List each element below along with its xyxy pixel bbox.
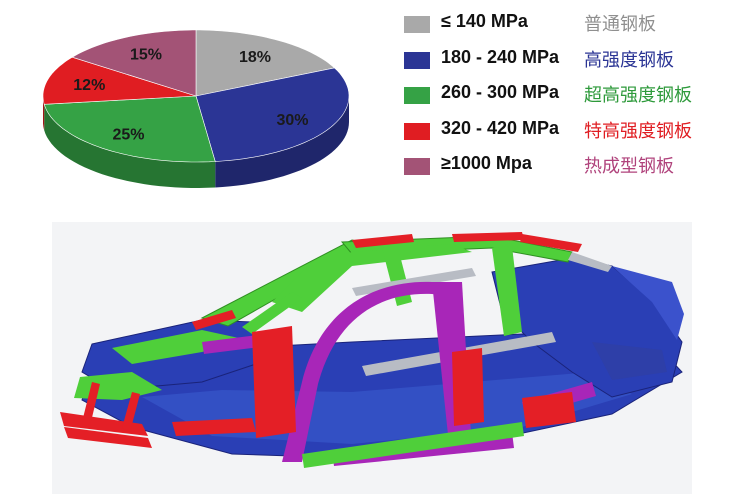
car-front-bumper <box>60 382 152 448</box>
car-roof-rails <box>192 232 582 330</box>
legend: ≤ 140 MPa 普通钢板 180 - 240 MPa 高强度钢板 260 - 300… <box>404 8 734 186</box>
legend-range: 260 - 300 MPa <box>441 82 560 102</box>
pie-slice <box>195 67 350 162</box>
car-side-sill <box>302 422 524 468</box>
pie-data-label: 30% <box>276 112 308 129</box>
car-body-svg <box>60 232 684 468</box>
car-body-illustration <box>52 222 692 494</box>
legend-swatch <box>404 158 430 175</box>
legend-swatch <box>404 87 430 104</box>
pie-data-label: 15% <box>130 47 162 64</box>
legend-item: 320 - 420 MPa 特高强度钢板 <box>404 115 734 151</box>
pie-data-label: 18% <box>239 49 271 66</box>
pie-sides <box>43 96 349 188</box>
pie-slice-side <box>44 104 216 188</box>
pie-slice <box>43 95 216 163</box>
pie-data-label: 12% <box>73 77 105 94</box>
pie-slice-side <box>215 96 349 188</box>
legend-range: ≥1000 Mpa <box>441 153 532 173</box>
legend-name: 特高强度钢板 <box>584 120 692 142</box>
legend-name: 热成型钢板 <box>584 156 674 177</box>
legend-swatch <box>404 16 430 33</box>
pie-chart: 18% 30% 25% 12% 15% <box>0 0 380 210</box>
legend-item: 180 - 240 MPa 高强度钢板 <box>404 44 734 80</box>
legend-range: ≤ 140 MPa <box>441 11 528 31</box>
car-rear-section <box>491 257 684 398</box>
pie-slice <box>195 29 336 97</box>
legend-name: 高强度钢板 <box>584 49 674 71</box>
car-front-section <box>74 319 263 400</box>
pie-data-label: 25% <box>112 127 144 144</box>
pie-slice-side <box>43 96 45 131</box>
legend-range: 320 - 420 MPa <box>441 117 560 138</box>
legend-item: 260 - 300 MPa 超高强度钢板 <box>404 79 734 115</box>
legend-swatch <box>404 122 430 140</box>
legend-swatch <box>404 51 430 69</box>
pie-slice <box>42 56 197 105</box>
legend-range: 180 - 240 MPa <box>441 46 560 67</box>
legend-item: ≥1000 Mpa 热成型钢板 <box>404 150 734 186</box>
pie-slice <box>71 29 197 97</box>
legend-name: 超高强度钢板 <box>584 85 692 106</box>
pie-chart-svg: 18% 30% 25% 12% 15% <box>42 29 350 188</box>
legend-name: 普通钢板 <box>584 14 656 35</box>
legend-item: ≤ 140 MPa 普通钢板 <box>404 8 734 44</box>
car-red-members <box>172 326 576 438</box>
